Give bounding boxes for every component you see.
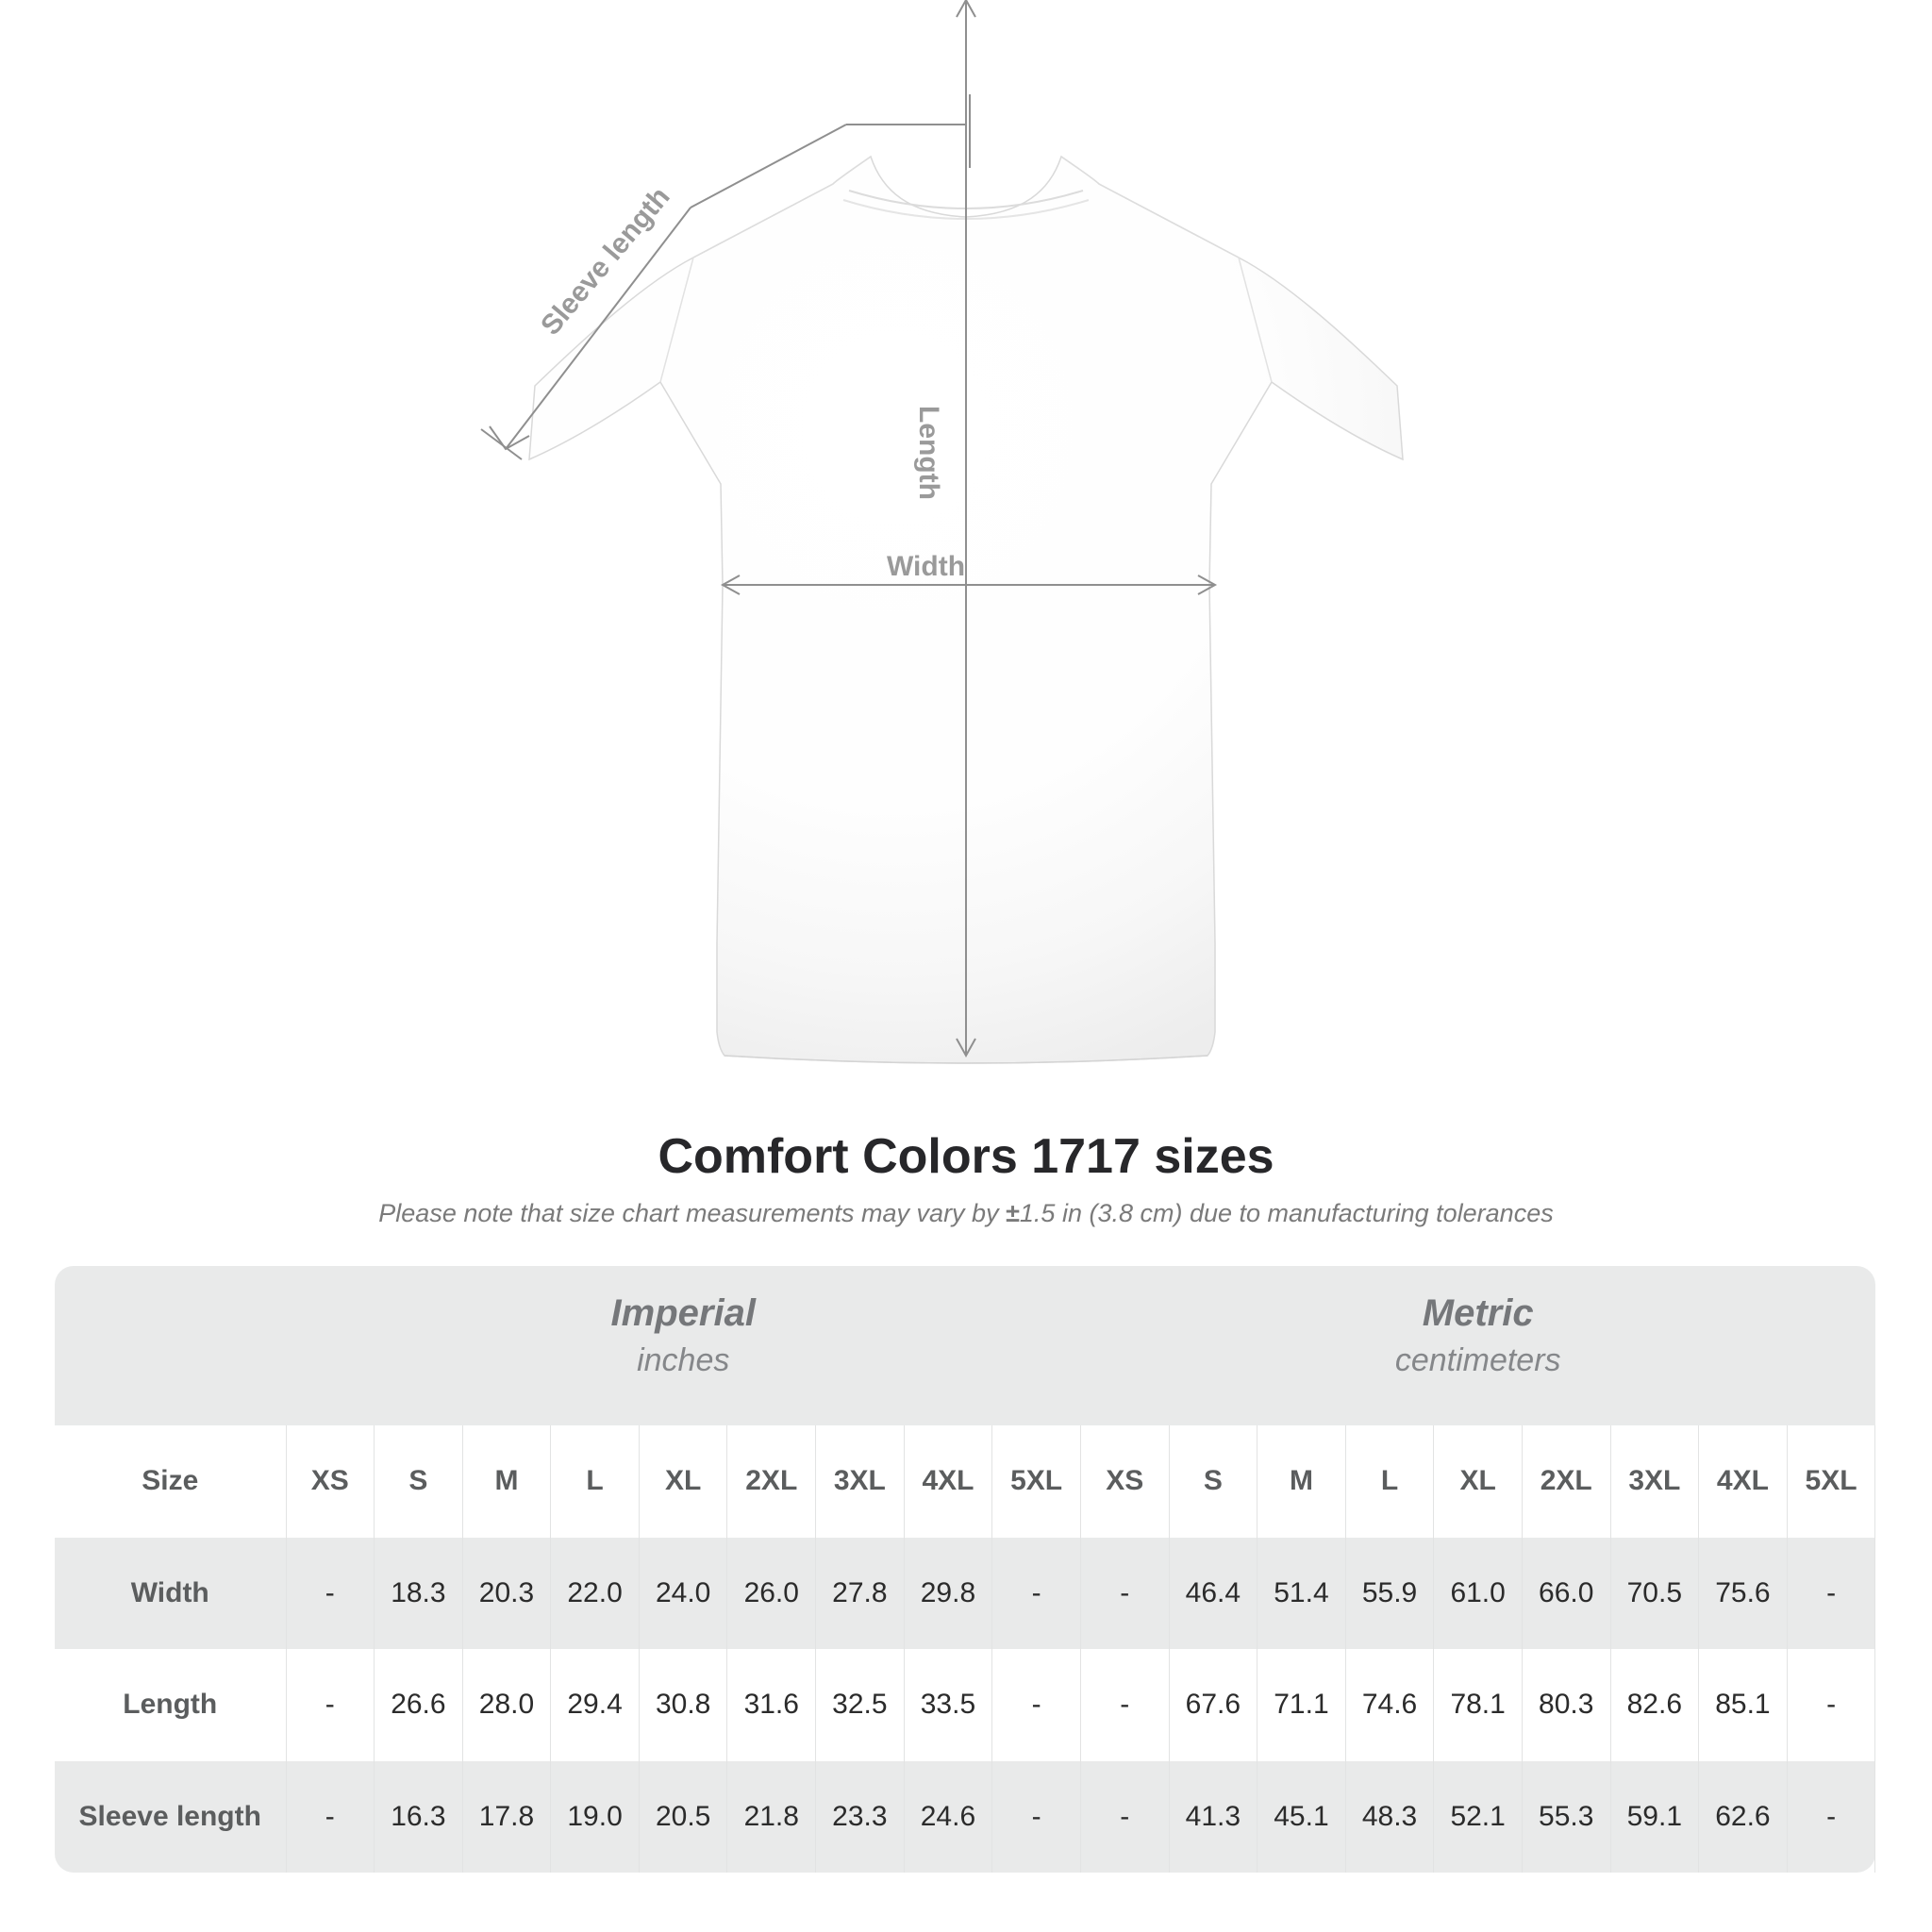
svg-text:Length: Length xyxy=(913,406,944,500)
svg-text:Width: Width xyxy=(887,551,965,582)
